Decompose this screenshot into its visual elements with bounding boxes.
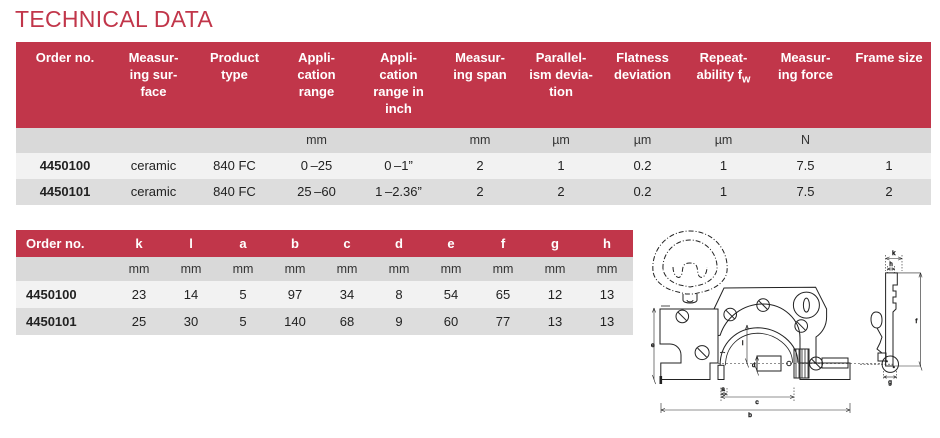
svg-text:g: g <box>888 379 892 386</box>
svg-text:b: b <box>748 412 752 419</box>
svg-text:c: c <box>755 399 759 406</box>
svg-text:f: f <box>916 319 918 325</box>
svg-text:a: a <box>722 387 726 393</box>
svg-text:k: k <box>892 250 896 257</box>
svg-text:e: e <box>651 342 655 349</box>
svg-text:l: l <box>742 341 743 347</box>
svg-text:h: h <box>889 262 892 268</box>
svg-text:d: d <box>752 363 755 369</box>
